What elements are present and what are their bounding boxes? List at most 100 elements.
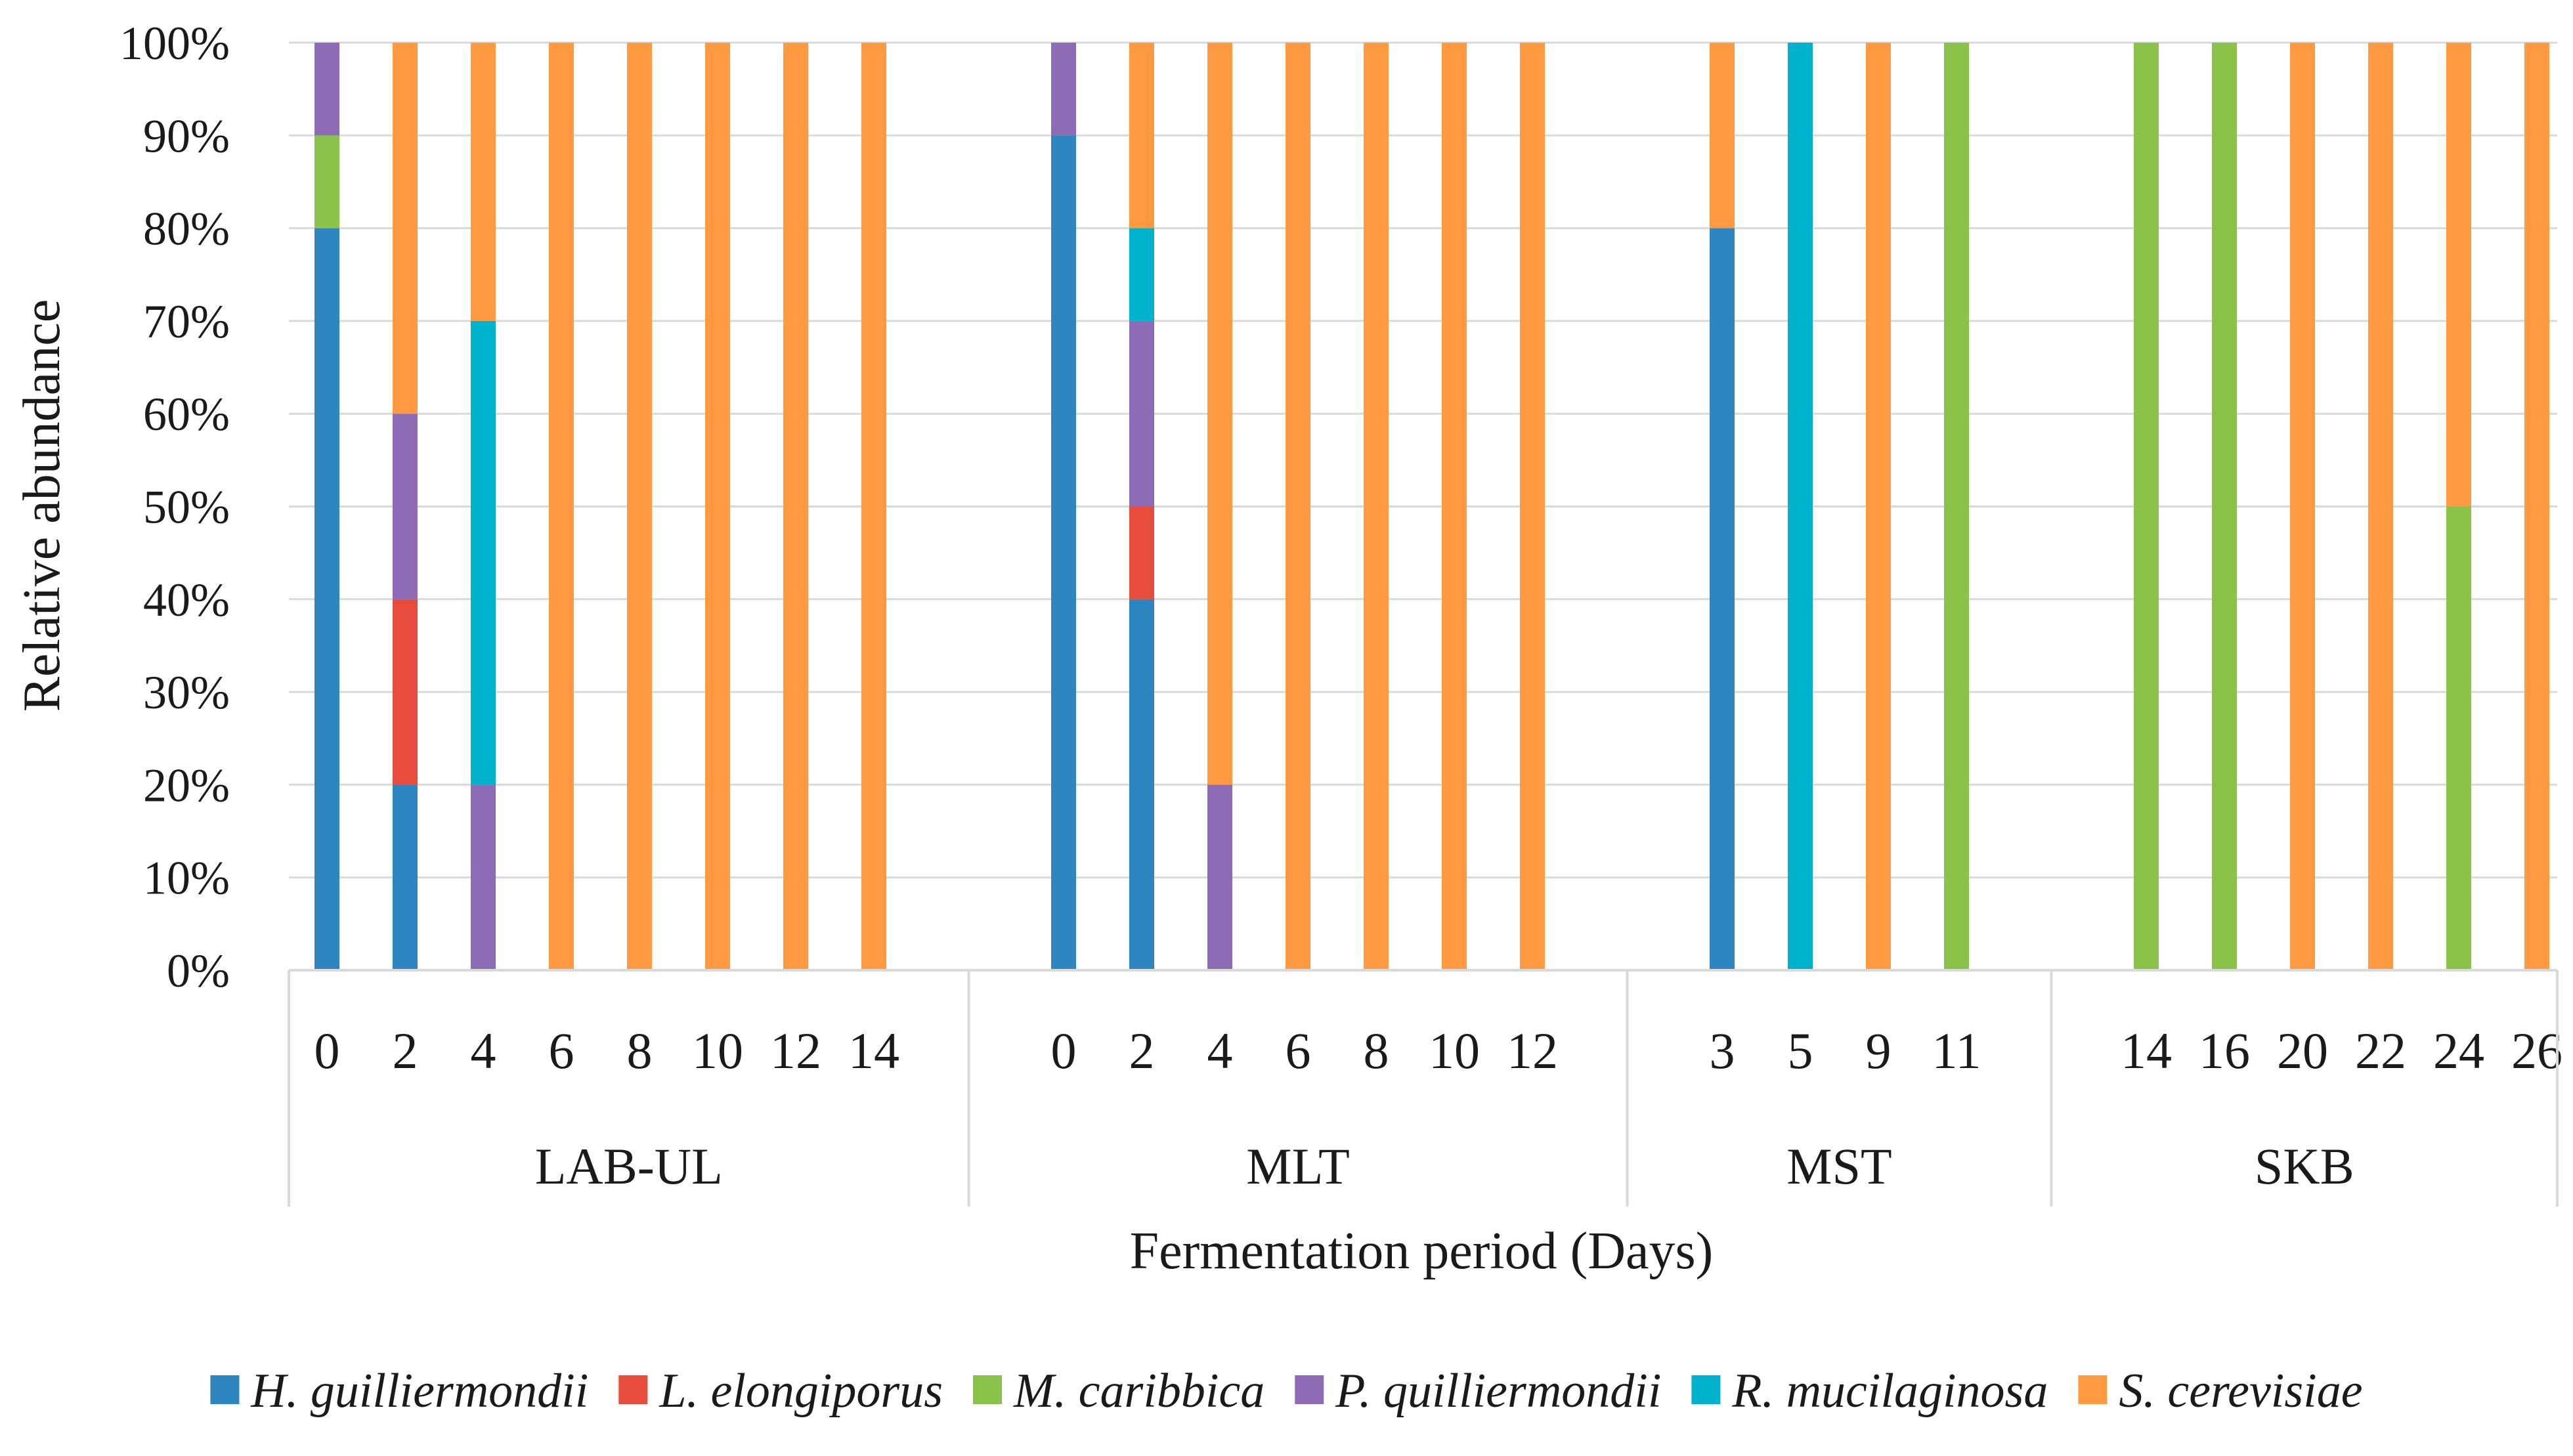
y-tick-label: 40%: [143, 574, 230, 626]
y-tick-label: 90%: [143, 110, 230, 162]
x-tick-label: 11: [1932, 1022, 1981, 1079]
group-label: LAB-UL: [535, 1138, 723, 1195]
x-tick-label: 8: [627, 1022, 653, 1079]
y-tick-label: 70%: [143, 295, 230, 348]
bar-segment-mlt-day-12-s5: [1520, 43, 1545, 970]
x-tick-label: 3: [1710, 1022, 1735, 1079]
x-tick-label: 6: [1286, 1022, 1311, 1079]
x-tick-label: 4: [1207, 1022, 1233, 1079]
legend-swatch: [973, 1375, 1003, 1404]
x-tick-label: 14: [2121, 1022, 2172, 1079]
legend-swatch: [1295, 1375, 1324, 1404]
bar-segment-mst-day-3-s0: [1710, 228, 1735, 971]
bar-segment-mlt-day-0-s3: [1051, 43, 1076, 136]
bar-segment-mlt-day-10-s5: [1442, 43, 1467, 970]
bar-segment-lab-ul-day-0-s3: [314, 43, 339, 136]
x-tick-label: 16: [2199, 1022, 2250, 1079]
bar-segment-skb-day-14-s2: [2134, 43, 2159, 970]
x-tick-label: 22: [2355, 1022, 2406, 1079]
x-tick-label: 2: [393, 1022, 418, 1079]
legend-swatch: [1691, 1375, 1721, 1404]
bar-segment-mst-day-9-s5: [1866, 43, 1891, 970]
group-label: MLT: [1246, 1138, 1350, 1195]
legend-label: M. caribbica: [1013, 1364, 1265, 1418]
bar-segment-lab-ul-day-0-s0: [314, 228, 339, 971]
bar-segment-skb-day-26-s5: [2524, 43, 2549, 970]
bar-segment-lab-ul-day-2-s0: [393, 784, 418, 970]
bar-segment-lab-ul-day-2-s3: [393, 414, 418, 599]
bar-segment-mlt-day-2-s1: [1129, 506, 1154, 599]
bar-segment-mlt-day-2-s5: [1129, 43, 1154, 228]
bar-segment-lab-ul-day-2-s5: [393, 43, 418, 414]
x-tick-label: 8: [1364, 1022, 1389, 1079]
bar-segment-lab-ul-day-4-s4: [471, 320, 496, 785]
y-tick-label: 60%: [143, 388, 230, 440]
y-tick-label: 0%: [167, 945, 230, 997]
bar-segment-mlt-day-4-s3: [1207, 784, 1232, 970]
y-tick-label: 20%: [143, 759, 230, 811]
x-tick-label: 6: [549, 1022, 574, 1079]
x-tick-label: 12: [1507, 1022, 1558, 1079]
x-tick-label: 14: [848, 1022, 899, 1079]
x-tick-label: 24: [2433, 1022, 2484, 1079]
bar-segment-mst-day-5-s4: [1788, 43, 1813, 970]
x-tick-label: 0: [1051, 1022, 1077, 1079]
y-tick-label: 10%: [143, 852, 230, 905]
bar-segment-lab-ul-day-0-s2: [314, 135, 339, 228]
x-tick-label: 4: [471, 1022, 496, 1079]
bar-segment-mlt-day-2-s4: [1129, 228, 1154, 321]
bar-segment-mlt-day-8-s5: [1364, 43, 1389, 970]
x-tick-label: 0: [314, 1022, 340, 1079]
legend-label: S. cerevisiae: [2119, 1364, 2362, 1418]
legend-label: H. guilliermondii: [250, 1364, 588, 1418]
x-tick-label: 10: [1429, 1022, 1480, 1079]
legend-swatch: [2078, 1375, 2108, 1404]
bar-segment-lab-ul-day-8-s5: [627, 43, 652, 970]
bar-segment-mlt-day-2-s0: [1129, 599, 1154, 970]
bar-segment-skb-day-22-s5: [2368, 43, 2393, 970]
bar-segment-skb-day-24-s5: [2446, 43, 2471, 507]
bar-segment-lab-ul-day-10-s5: [705, 43, 730, 970]
x-tick-label: 12: [770, 1022, 821, 1079]
group-label: SKB: [2255, 1138, 2354, 1195]
bar-segment-skb-day-24-s2: [2446, 506, 2471, 970]
bar-segment-lab-ul-day-2-s1: [393, 599, 418, 785]
bar-segment-skb-day-20-s5: [2290, 43, 2315, 970]
bar-segment-lab-ul-day-4-s3: [471, 784, 496, 970]
legend-label: P. quilliermondii: [1335, 1364, 1661, 1418]
bar-segment-lab-ul-day-12-s5: [783, 43, 808, 970]
x-tick-label: 20: [2277, 1022, 2328, 1079]
y-tick-label: 50%: [143, 481, 230, 534]
y-axis-title: Relative abundance: [13, 299, 71, 712]
y-tick-label: 80%: [143, 203, 230, 255]
y-axis-ticks: 0% 10% 20% 30% 40% 50% 60% 70% 80% 90% 100%: [119, 17, 230, 997]
grid-lines: [289, 41, 2557, 879]
legend-swatch: [210, 1375, 240, 1404]
bar-segment-lab-ul-day-14-s5: [861, 43, 886, 970]
legend-label: L. elongiporus: [659, 1364, 943, 1418]
legend: H. guilliermondii L. elongiporus M. caribb…: [210, 1364, 2363, 1418]
bar-segment-mlt-day-6-s5: [1286, 43, 1310, 970]
x-axis: 024681012140246810123591114162022242628L…: [288, 969, 2562, 1207]
x-tick-label: 26: [2511, 1022, 2562, 1079]
bars: [314, 43, 2549, 971]
bar-segment-mlt-day-4-s5: [1207, 43, 1232, 785]
bar-segment-mst-day-3-s5: [1710, 43, 1735, 228]
legend-swatch: [618, 1375, 648, 1404]
bar-segment-lab-ul-day-6-s5: [549, 43, 574, 970]
group-label: MST: [1786, 1138, 1892, 1195]
x-tick-label: 9: [1866, 1022, 1892, 1079]
y-tick-label: 100%: [119, 17, 230, 70]
bar-segment-lab-ul-day-4-s5: [471, 43, 496, 321]
y-tick-label: 30%: [143, 666, 230, 719]
x-tick-label: 10: [692, 1022, 743, 1079]
x-axis-title: Fermentation period (Days): [1130, 1222, 1714, 1280]
x-tick-label: 5: [1788, 1022, 1813, 1079]
x-tick-label: 2: [1129, 1022, 1155, 1079]
bar-segment-skb-day-16-s2: [2212, 43, 2237, 970]
bar-segment-mlt-day-0-s0: [1051, 135, 1076, 970]
bar-segment-mlt-day-2-s3: [1129, 320, 1154, 507]
bar-segment-mst-day-11-s2: [1944, 43, 1969, 970]
